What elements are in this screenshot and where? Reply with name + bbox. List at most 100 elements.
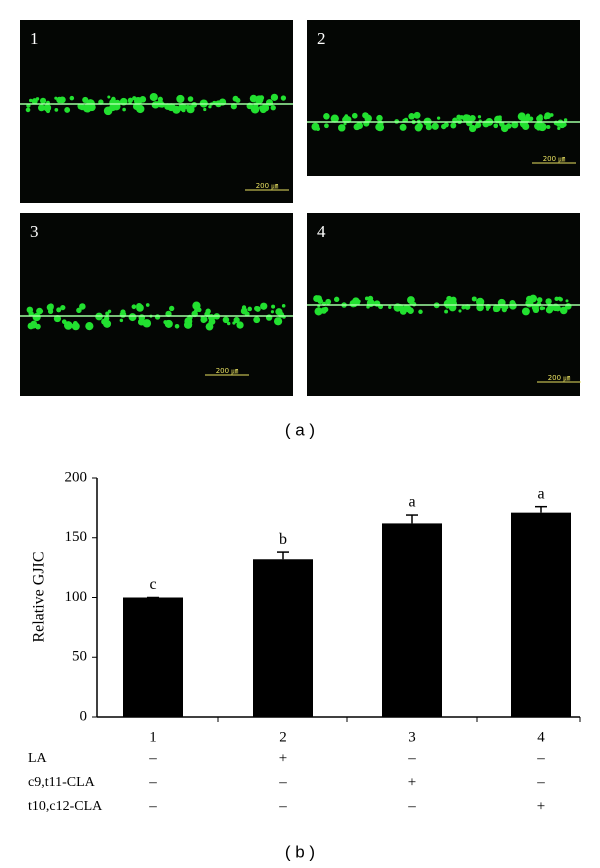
x-tick-label: 1 (149, 729, 157, 745)
cell (26, 306, 34, 314)
treatment-sign: – (536, 774, 545, 790)
cell (247, 306, 253, 312)
cell (413, 111, 421, 119)
cell (39, 97, 47, 104)
cell (222, 316, 230, 324)
cell (120, 309, 126, 315)
cell (71, 322, 80, 331)
cell (545, 298, 552, 305)
significance-letter: a (537, 485, 544, 502)
cell (536, 297, 543, 303)
cell (205, 308, 211, 314)
cell (54, 108, 59, 112)
cell (324, 123, 329, 129)
cell (314, 307, 323, 316)
cell (408, 113, 415, 120)
cell (532, 306, 540, 314)
cell (402, 305, 409, 311)
y-tick-label: 150 (65, 529, 88, 545)
bar (123, 597, 183, 717)
cell (151, 101, 159, 109)
cell (208, 105, 212, 109)
cell (192, 301, 201, 310)
panel-label: 2 (317, 29, 326, 48)
cell (131, 304, 137, 310)
cell (132, 96, 137, 101)
y-tick-label: 50 (72, 649, 87, 665)
cell (119, 318, 124, 323)
treatment-name: t10,c12-CLA (28, 799, 103, 814)
cell (136, 304, 144, 312)
cell (270, 105, 276, 111)
cell (362, 112, 369, 119)
treatment-sign: + (537, 798, 545, 814)
cell (260, 302, 268, 310)
cell (528, 116, 534, 122)
cell (407, 307, 414, 314)
cell (468, 124, 477, 133)
cell (554, 296, 559, 302)
treatment-sign: – (407, 798, 416, 814)
cell (35, 97, 40, 101)
treatment-sign: – (148, 750, 157, 766)
cell (558, 297, 563, 302)
cell (226, 321, 231, 326)
cell (366, 299, 375, 308)
cell (461, 305, 466, 310)
cell (101, 318, 108, 325)
cell (353, 123, 361, 131)
cell (145, 303, 150, 307)
cell (546, 124, 551, 130)
cell (164, 319, 173, 328)
cell (448, 299, 458, 308)
cell (557, 126, 561, 131)
treatment-sign: – (278, 774, 287, 790)
cell (538, 114, 543, 119)
cell (253, 316, 261, 324)
cell (200, 316, 207, 324)
cell (60, 304, 66, 311)
cell (459, 115, 464, 120)
cell (105, 311, 110, 316)
cell (325, 298, 332, 305)
cell (255, 95, 264, 104)
cell (64, 107, 71, 113)
cell (186, 105, 195, 114)
cell (376, 114, 383, 122)
micrograph (307, 20, 580, 176)
cell (159, 101, 166, 108)
cell (37, 104, 45, 112)
cell (85, 322, 94, 331)
cell (418, 309, 423, 315)
cell (414, 123, 423, 132)
cell (183, 320, 193, 329)
cell (333, 296, 340, 303)
cell (505, 123, 512, 129)
cell (322, 306, 329, 313)
cell (563, 118, 568, 122)
cell (139, 95, 147, 103)
treatment-sign: – (407, 750, 416, 766)
cell (399, 123, 407, 131)
scale-bar-label: 200 ㎛ (548, 374, 571, 383)
cell (450, 122, 457, 129)
cell (425, 124, 432, 131)
cell (184, 318, 189, 323)
cell (526, 295, 533, 303)
cell (351, 112, 358, 119)
y-tick-label: 100 (65, 589, 88, 605)
cell (343, 122, 347, 126)
treatment-sign: + (408, 774, 416, 790)
cell (208, 314, 215, 321)
cell (330, 114, 339, 123)
cell (504, 304, 509, 310)
cell (122, 107, 126, 112)
cell (475, 297, 485, 307)
cell (280, 95, 287, 101)
treatment-sign: – (536, 750, 545, 766)
cell (338, 124, 346, 132)
cell (477, 115, 482, 119)
scale-bar-label: 200 ㎛ (216, 367, 239, 376)
cell (323, 113, 330, 120)
cell (271, 304, 276, 309)
